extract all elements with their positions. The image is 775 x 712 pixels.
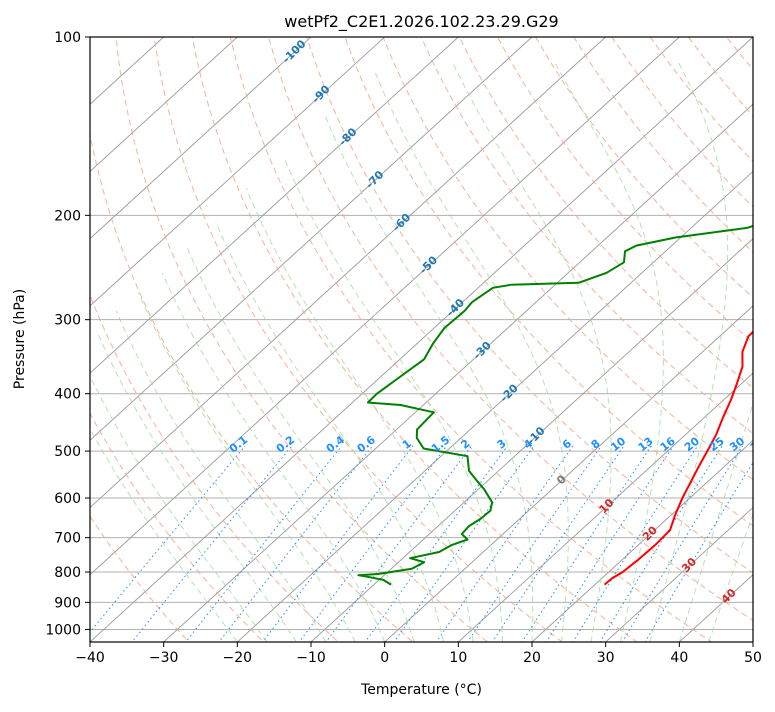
isotherm-line bbox=[0, 10, 267, 654]
mixing-ratio-label: 3 bbox=[495, 437, 509, 452]
moist-adiabat-line bbox=[77, 348, 266, 642]
mixing-ratio-line bbox=[176, 446, 341, 654]
isotherm-line bbox=[0, 10, 635, 654]
dry-adiabat-line bbox=[373, 10, 775, 654]
x-tick-label: −20 bbox=[223, 650, 253, 666]
x-tick-label: 30 bbox=[597, 650, 615, 666]
mixing-ratio-line bbox=[317, 446, 471, 654]
y-tick-label: 400 bbox=[54, 387, 81, 403]
mixing-ratio-label: 2 bbox=[458, 437, 472, 452]
dry-adiabat-line bbox=[484, 10, 775, 654]
isotherm-line bbox=[298, 10, 775, 654]
y-tick-label: 600 bbox=[54, 491, 81, 507]
isotherm-line bbox=[666, 10, 775, 654]
isotherm-line bbox=[372, 10, 775, 654]
isotherm-line bbox=[593, 10, 775, 654]
isotherm-line bbox=[740, 10, 775, 654]
mixing-ratio-line bbox=[254, 446, 413, 654]
dry-adiabat-line bbox=[151, 10, 579, 654]
x-axis-ticks: −40 −30 −20 −10 0 10 20 30 40 50 bbox=[75, 642, 762, 666]
mixing-ratio-label: 0.1 bbox=[227, 433, 250, 455]
isotherm-line bbox=[3, 10, 709, 654]
dry-adiabat-line bbox=[743, 10, 775, 654]
mixing-ratio-line bbox=[72, 446, 245, 654]
mixing-ratio-label: 6 bbox=[560, 437, 574, 452]
x-tick-label: 50 bbox=[744, 650, 762, 666]
y-tick-label: 500 bbox=[54, 444, 81, 460]
y-tick-label: 100 bbox=[54, 30, 81, 46]
mixing-ratio-label: 0.4 bbox=[324, 433, 348, 455]
y-axis-label: Pressure (hPa) bbox=[12, 289, 28, 389]
y-tick-label: 900 bbox=[54, 595, 81, 611]
moist-adiabat-line bbox=[650, 62, 728, 643]
mixing-ratio-label: 0.6 bbox=[355, 433, 379, 455]
moist-adiabat-line bbox=[138, 293, 355, 642]
dry-adiabat-line bbox=[595, 10, 775, 654]
x-tick-label: 20 bbox=[523, 650, 541, 666]
x-tick-label: 40 bbox=[670, 650, 688, 666]
mixing-ratio-label: 8 bbox=[589, 437, 603, 452]
moist-adiabat-line bbox=[186, 246, 414, 642]
mixing-ratio-label: 1 bbox=[400, 437, 414, 452]
chart-title: wetPf2_C2E1.2026.102.23.29.G29 bbox=[284, 12, 558, 32]
x-tick-label: 0 bbox=[380, 650, 389, 666]
x-tick-label: −40 bbox=[75, 650, 105, 666]
mixing-ratio-line bbox=[593, 446, 723, 654]
dry-adiabat-line bbox=[447, 10, 775, 654]
isotherm-label: -100 bbox=[280, 37, 309, 66]
dewpoint-profile-line bbox=[358, 37, 775, 585]
mixing-ratio-line bbox=[566, 446, 698, 654]
mixing-ratio-line bbox=[615, 446, 742, 654]
isotherm-line bbox=[77, 10, 775, 654]
moist-adiabat-line bbox=[116, 311, 325, 642]
y-tick-label: 1000 bbox=[45, 622, 81, 638]
x-tick-label: −10 bbox=[296, 650, 326, 666]
x-axis-label: Temperature (°C) bbox=[360, 682, 482, 698]
dry-adiabat-line bbox=[188, 10, 655, 654]
dry-adiabat-line bbox=[0, 10, 200, 654]
y-tick-label: 700 bbox=[54, 531, 81, 547]
isotherm-line bbox=[0, 10, 193, 654]
dry-adiabat-line bbox=[40, 10, 352, 654]
y-tick-label: 200 bbox=[54, 208, 81, 224]
temperature-profile-line bbox=[605, 37, 775, 585]
dry-adiabat-line bbox=[521, 10, 775, 654]
dry-adiabat-line bbox=[558, 10, 775, 654]
y-axis-ticks: 100 200 300 400 500 600 700 800 900 1000 bbox=[45, 30, 90, 638]
plot-area bbox=[0, 10, 775, 654]
y-tick-label: 300 bbox=[54, 313, 81, 329]
x-tick-label: 10 bbox=[449, 650, 467, 666]
dry-adiabat-line bbox=[336, 10, 775, 654]
isotherm-line bbox=[0, 10, 414, 654]
isotherm-line bbox=[0, 10, 341, 654]
x-tick-label: −30 bbox=[149, 650, 179, 666]
moist-adiabat-line bbox=[554, 62, 663, 643]
isotherm-line bbox=[519, 10, 775, 654]
isotherm-line bbox=[224, 10, 775, 654]
moist-adiabat-line bbox=[216, 222, 444, 642]
mixing-ratio-line bbox=[210, 446, 373, 654]
dry-adiabat-line bbox=[669, 10, 775, 654]
moist-adiabat-line bbox=[324, 114, 532, 642]
moist-adiabat-line bbox=[97, 332, 296, 642]
y-tick-label: 800 bbox=[54, 565, 81, 581]
dry-adiabat-line bbox=[410, 10, 775, 654]
isotherm-line bbox=[151, 10, 775, 654]
dry-adiabat-line bbox=[77, 10, 428, 654]
